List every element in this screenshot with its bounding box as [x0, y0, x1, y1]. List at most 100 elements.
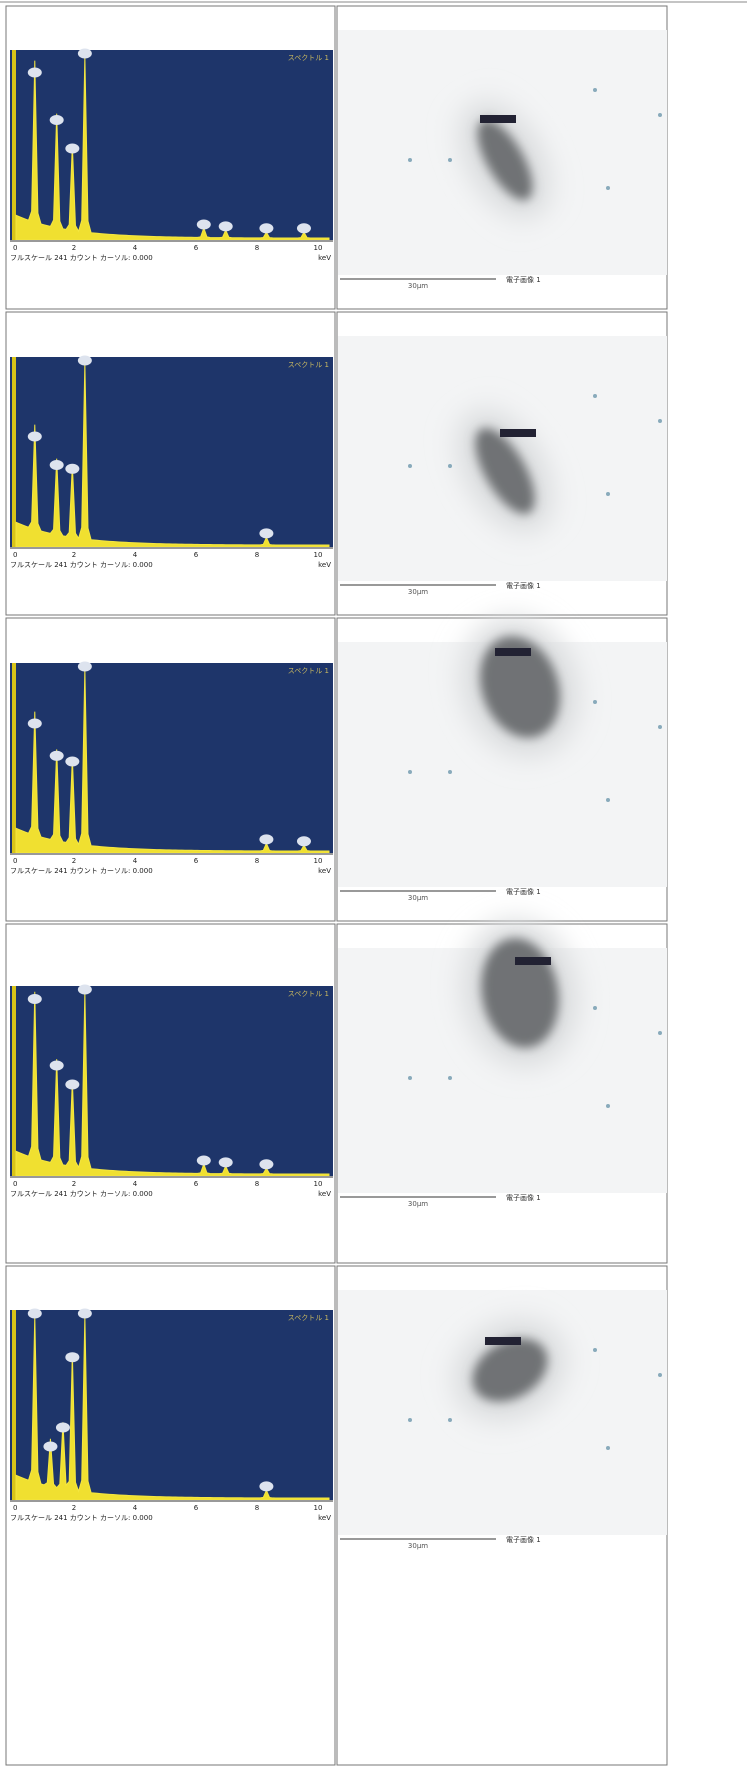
- peak-marker: [65, 1352, 80, 1363]
- spectrum-caption: フルスケール 241 カウント カーソル: 0.000: [10, 254, 153, 262]
- x-tick-label: 0: [13, 1180, 17, 1188]
- spectrum-trace: [15, 668, 330, 854]
- spectrum-caption: フルスケール 241 カウント カーソル: 0.000: [10, 1514, 153, 1522]
- x-tick-label: 4: [133, 551, 138, 559]
- sem-speck: [658, 113, 662, 117]
- x-tick-label: 10: [314, 857, 323, 865]
- sem-speck: [593, 1006, 597, 1010]
- spectrum-plot: [10, 1310, 333, 1500]
- image-label: 電子画像 1: [506, 887, 541, 896]
- peak-marker: [55, 1422, 70, 1433]
- sem-speck: [448, 464, 452, 468]
- peak-marker: [65, 463, 80, 474]
- table-cell: [5, 311, 336, 616]
- image-label: 電子画像 1: [506, 581, 541, 590]
- spectrum-axis: [10, 240, 333, 266]
- sem-speck: [606, 492, 610, 496]
- sem-spot-label: [500, 429, 536, 437]
- x-tick-label: 8: [255, 1180, 259, 1188]
- x-tick-label: 4: [133, 1180, 138, 1188]
- x-tick-label: 4: [133, 1504, 138, 1512]
- spectrum-unit: keV: [318, 1190, 331, 1198]
- spectrum-axis-bar: [12, 50, 16, 240]
- scale-label: 30μm: [408, 1200, 428, 1208]
- peak-marker: [259, 1481, 274, 1492]
- x-tick-label: 0: [13, 1504, 17, 1512]
- peak-marker: [49, 1060, 64, 1071]
- spectrum-label: スペクトル 1: [288, 361, 329, 369]
- spectrum-axis: [10, 1176, 333, 1202]
- peak-marker: [296, 223, 311, 234]
- sem-speck: [408, 158, 412, 162]
- sem-speck: [606, 1104, 610, 1108]
- spectrum-axis: [10, 853, 333, 879]
- sem-speck: [606, 1446, 610, 1450]
- peak-marker: [49, 750, 64, 761]
- sem-speck: [408, 770, 412, 774]
- peak-marker: [49, 460, 64, 470]
- sem-speck: [658, 419, 662, 423]
- spectrum-trace: [15, 362, 330, 548]
- peak-marker: [296, 836, 311, 847]
- sem-speck: [448, 1076, 452, 1080]
- x-tick-label: 6: [194, 1180, 199, 1188]
- peak-marker: [27, 431, 42, 442]
- x-tick-label: 6: [194, 244, 199, 252]
- sem-particle: [480, 636, 560, 738]
- peak-marker: [65, 143, 80, 154]
- spectrum-unit: keV: [318, 867, 331, 875]
- sem-speck: [606, 186, 610, 190]
- sem-speck: [606, 798, 610, 802]
- sem-speck: [448, 770, 452, 774]
- peak-marker: [259, 223, 274, 234]
- spectrum-caption: フルスケール 241 カウント カーソル: 0.000: [10, 867, 153, 875]
- spectrum-plot: [10, 357, 333, 547]
- spectrum-axis-bar: [12, 663, 16, 853]
- spectrum-axis-bar: [12, 1310, 16, 1500]
- table-cell: [5, 5, 336, 310]
- sem-spot-label: [485, 1337, 521, 1345]
- peak-marker: [259, 528, 274, 539]
- sem-speck: [408, 1076, 412, 1080]
- sem-speck: [593, 700, 597, 704]
- table-cell: [5, 1265, 336, 1766]
- spectrum-label: スペクトル 1: [288, 1314, 329, 1322]
- spectrum-trace: [15, 991, 330, 1177]
- spectrum-label: スペクトル 1: [288, 667, 329, 675]
- x-tick-label: 2: [72, 244, 76, 252]
- spectrum-axis: [10, 547, 333, 573]
- x-tick-label: 0: [13, 857, 17, 865]
- scale-label: 30μm: [408, 894, 428, 902]
- peak-marker: [27, 718, 42, 729]
- spectrum-axis-bar: [12, 357, 16, 547]
- spectrum-caption: フルスケール 241 カウント カーソル: 0.000: [10, 561, 153, 569]
- sem-speck: [593, 88, 597, 92]
- scale-label: 30μm: [408, 282, 428, 290]
- x-tick-label: 8: [255, 551, 259, 559]
- spectrum-axis-bar: [12, 986, 16, 1176]
- x-tick-label: 2: [72, 1180, 76, 1188]
- peak-marker: [49, 115, 64, 125]
- spectrum-label: スペクトル 1: [288, 54, 329, 62]
- spectrum-label: スペクトル 1: [288, 990, 329, 998]
- sem-image: 30μm 電子画像 1: [338, 1290, 667, 1550]
- peak-marker: [27, 1308, 42, 1319]
- x-tick-label: 8: [255, 244, 259, 252]
- table-cell: [5, 923, 336, 1264]
- scale-label: 30μm: [408, 588, 428, 596]
- peak-marker: [196, 219, 211, 230]
- image-label: 電子画像 1: [506, 275, 541, 284]
- sem-speck: [658, 725, 662, 729]
- x-tick-label: 2: [72, 551, 76, 559]
- peak-marker: [77, 1308, 92, 1319]
- x-tick-label: 8: [255, 1504, 259, 1512]
- spectrum-caption: フルスケール 241 カウント カーソル: 0.000: [10, 1190, 153, 1198]
- x-tick-label: 10: [314, 244, 323, 252]
- sem-image: 30μm 電子画像 1: [338, 30, 667, 290]
- sem-particle: [472, 1338, 548, 1402]
- peak-marker: [77, 661, 92, 672]
- sem-speck: [448, 1418, 452, 1422]
- sem-spot-label: [515, 957, 551, 965]
